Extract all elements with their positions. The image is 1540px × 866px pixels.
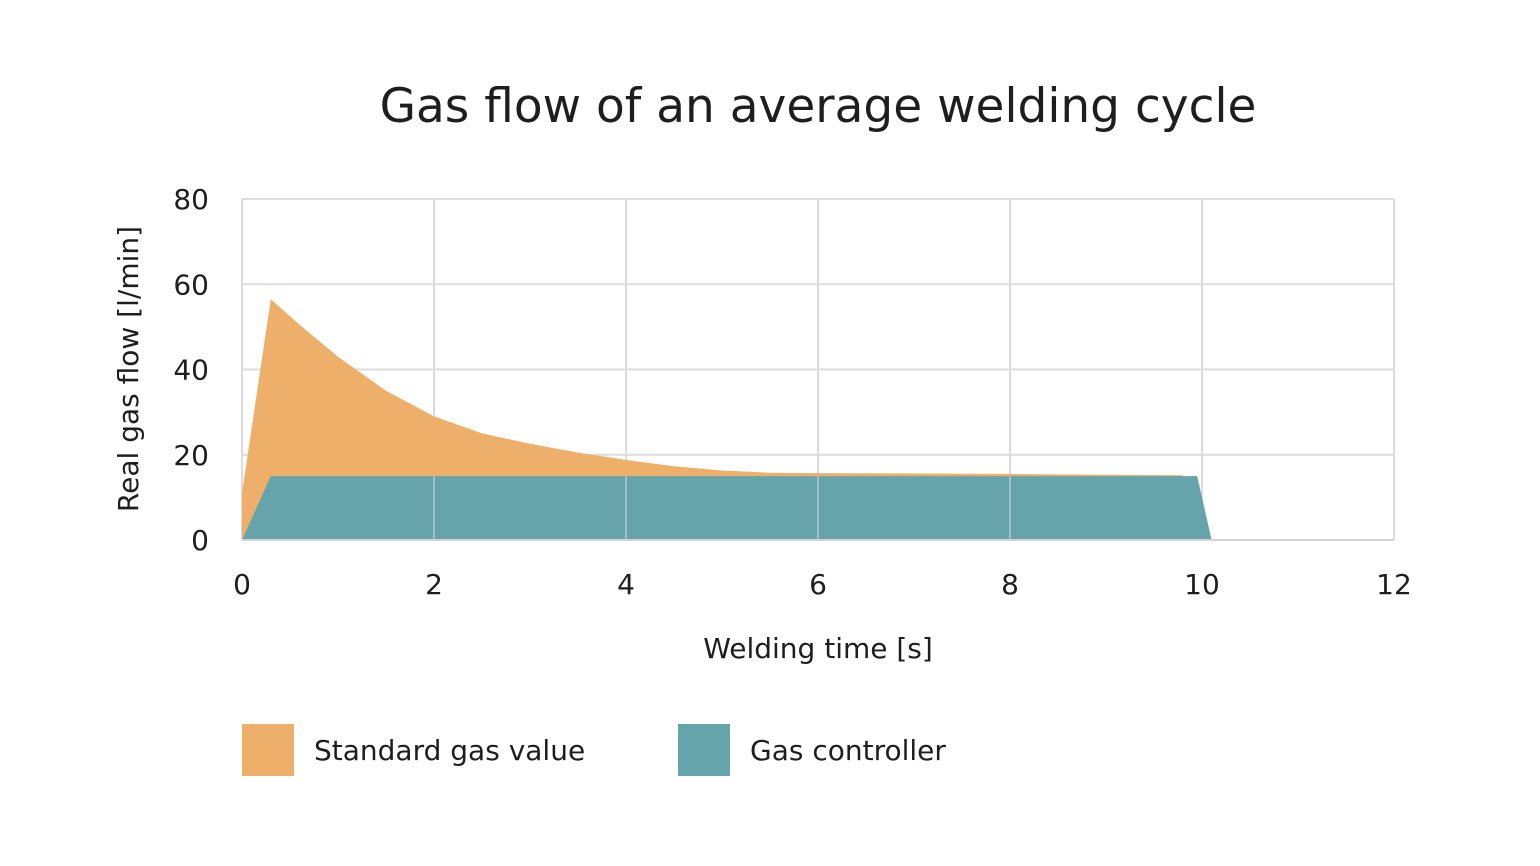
x-axis-ticks: 0 2 4 6 8 10 12 — [233, 568, 1412, 601]
x-tick-label: 0 — [233, 568, 251, 601]
legend: Standard gas value Gas controller — [242, 724, 946, 776]
y-tick-label: 80 — [173, 183, 209, 216]
x-axis-label: Welding time [s] — [703, 632, 933, 665]
series-areas — [242, 299, 1212, 540]
y-tick-label: 20 — [173, 439, 209, 472]
y-tick-label: 40 — [173, 354, 209, 387]
chart-title: Gas flow of an average welding cycle — [380, 79, 1257, 134]
x-tick-label: 12 — [1376, 568, 1412, 601]
grid — [241, 198, 1395, 541]
legend-label-gas-controller: Gas controller — [750, 734, 946, 767]
series-area-gas-controller — [242, 476, 1212, 540]
x-tick-label: 10 — [1184, 568, 1220, 601]
x-tick-label: 2 — [425, 568, 443, 601]
legend-swatch-standard-gas-value — [242, 724, 294, 776]
x-tick-label: 4 — [617, 568, 635, 601]
legend-label-standard-gas-value: Standard gas value — [314, 734, 585, 767]
x-tick-label: 6 — [809, 568, 827, 601]
y-tick-label: 0 — [191, 524, 209, 557]
y-tick-label: 60 — [173, 268, 209, 301]
y-axis-ticks: 0 20 40 60 80 — [173, 183, 209, 557]
y-axis-label: Real gas flow [l/min] — [112, 226, 145, 512]
legend-swatch-gas-controller — [678, 724, 730, 776]
x-tick-label: 8 — [1001, 568, 1019, 601]
